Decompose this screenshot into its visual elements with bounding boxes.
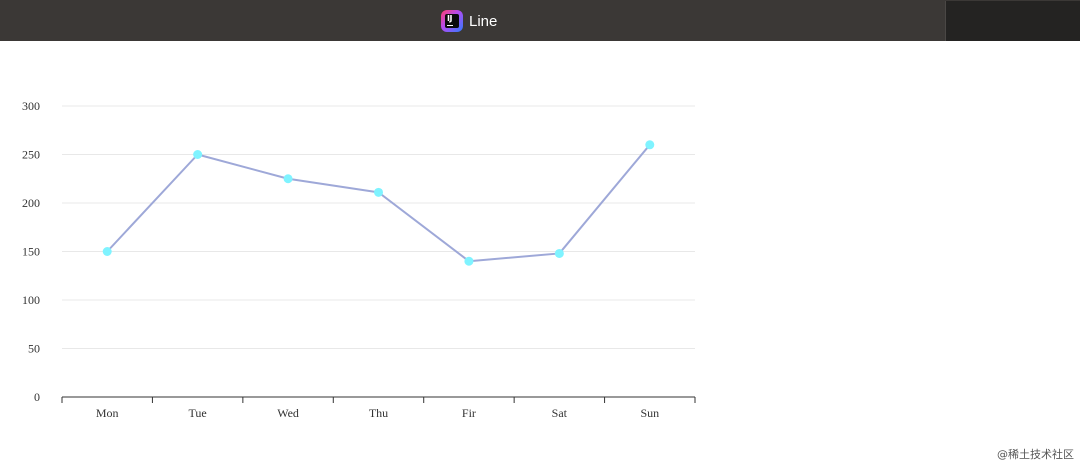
x-axis [61,396,696,403]
window-title-group: Line [441,8,497,34]
y-tick-label: 200 [22,196,40,210]
y-axis-tick-labels: 0 50 100 150 200 250 300 [22,99,40,404]
x-tick-label: Wed [277,406,299,420]
line-series [102,140,655,266]
y-tick-label: 250 [22,148,40,162]
x-tick-label: Thu [369,406,388,420]
line-chart: 0 50 100 150 200 250 300 Mon Tue Wed Thu Fir Sat Sun [22,99,696,420]
y-tick-label: 100 [22,293,40,307]
x-tick-label: Mon [96,406,119,420]
data-point [374,187,383,197]
grid-lines [62,105,695,349]
window-titlebar: Line [0,0,1080,41]
y-tick-label: 50 [28,342,40,356]
data-point [102,247,112,256]
y-tick-label: 300 [22,99,40,113]
data-point [283,174,293,184]
x-axis-tick-labels: Mon Tue Wed Thu Fir Sat Sun [96,406,659,420]
data-point [193,150,203,159]
y-tick-label: 150 [22,245,40,259]
data-point [554,248,564,258]
x-tick-label: Tue [189,406,207,420]
watermark: @稀土技术社区 [997,448,1074,461]
titlebar-right-panel [945,1,1080,41]
data-point [464,256,474,266]
window-title: Line [469,12,498,30]
intellij-app-icon [441,10,463,32]
y-tick-label: 0 [34,390,40,404]
x-tick-label: Sun [640,406,659,420]
x-tick-label: Sat [552,406,568,420]
x-tick-label: Fir [462,406,476,420]
data-point [645,140,655,150]
